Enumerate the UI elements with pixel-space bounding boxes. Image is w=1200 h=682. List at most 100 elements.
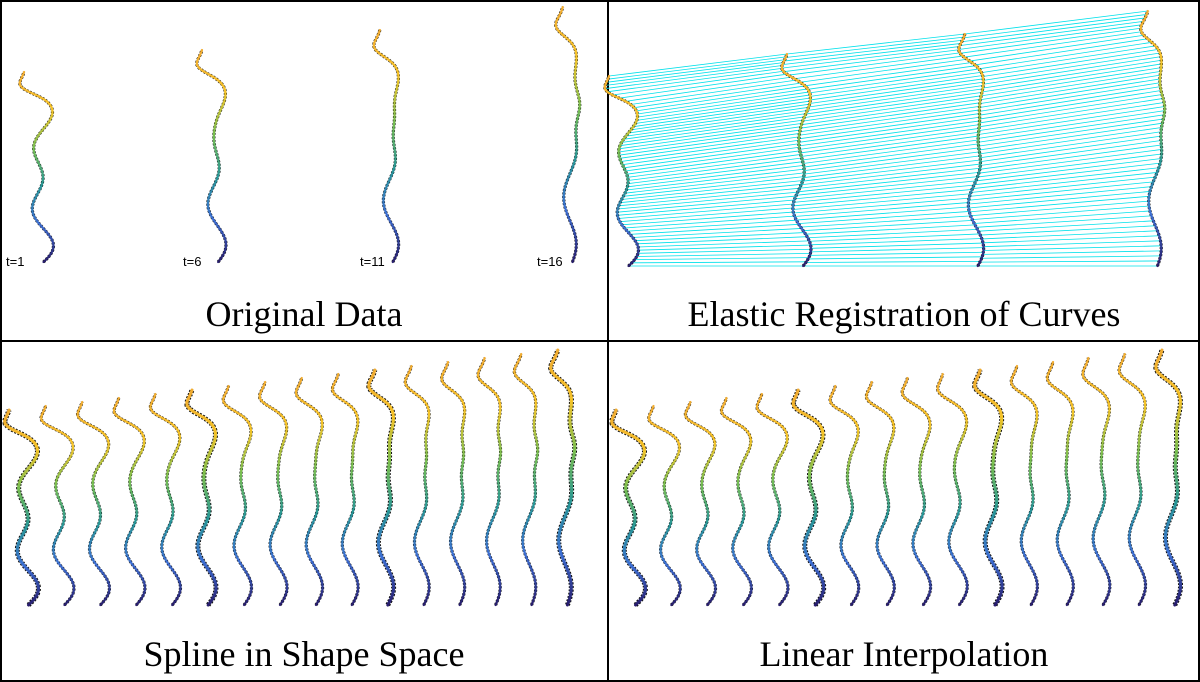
curve-segment bbox=[409, 364, 413, 371]
match-line bbox=[809, 78, 984, 104]
match-line bbox=[980, 140, 1162, 166]
match-line bbox=[808, 81, 984, 108]
match-line bbox=[980, 131, 1162, 159]
match-line bbox=[606, 59, 785, 83]
curve-segment bbox=[377, 28, 381, 35]
match-line bbox=[805, 261, 981, 263]
match-line bbox=[801, 163, 981, 186]
match-line bbox=[983, 52, 1161, 81]
match-line bbox=[799, 124, 980, 150]
curve-segment bbox=[482, 356, 486, 363]
match-line bbox=[805, 88, 983, 115]
match-line bbox=[968, 191, 1151, 209]
match-line bbox=[632, 228, 802, 238]
match-line bbox=[630, 103, 810, 131]
panel-title: Spline in Shape Space bbox=[144, 634, 465, 674]
match-line bbox=[804, 62, 972, 87]
match-line bbox=[796, 176, 978, 196]
match-line bbox=[788, 52, 960, 76]
match-line bbox=[636, 94, 811, 121]
match-line bbox=[981, 255, 1161, 259]
panel-title: Linear Interpolation bbox=[760, 634, 1049, 674]
curve-segment bbox=[606, 74, 611, 80]
match-line bbox=[798, 113, 980, 140]
match-line bbox=[637, 88, 808, 115]
match-line bbox=[961, 17, 1146, 43]
match-line bbox=[983, 240, 1161, 248]
match-line bbox=[618, 129, 801, 156]
match-line bbox=[807, 65, 977, 90]
match-line bbox=[617, 199, 795, 216]
curve-segment bbox=[153, 392, 157, 399]
match-line bbox=[785, 36, 964, 58]
match-line bbox=[969, 195, 1150, 213]
match-line bbox=[979, 41, 1152, 70]
match-line bbox=[970, 172, 1158, 193]
curve-segment bbox=[905, 376, 909, 383]
match-line bbox=[794, 202, 969, 217]
match-line bbox=[808, 256, 983, 260]
match-line bbox=[978, 220, 1154, 232]
match-line bbox=[979, 127, 1162, 155]
curve-segment bbox=[226, 384, 230, 391]
match-line bbox=[637, 248, 812, 254]
match-line bbox=[624, 215, 795, 229]
match-line bbox=[801, 98, 981, 126]
match-line bbox=[609, 53, 788, 77]
match-line bbox=[625, 76, 792, 102]
match-line bbox=[982, 49, 1159, 77]
curve-segment bbox=[962, 32, 966, 39]
match-line bbox=[969, 34, 1144, 62]
match-line bbox=[627, 219, 797, 232]
curve-segment bbox=[784, 52, 789, 59]
match-line bbox=[979, 260, 1160, 263]
match-line bbox=[638, 244, 811, 251]
match-line bbox=[974, 210, 1151, 224]
match-line bbox=[804, 147, 979, 171]
match-line bbox=[968, 181, 1154, 201]
curve-segment bbox=[21, 70, 26, 76]
match-line bbox=[979, 94, 1163, 124]
curve-segment bbox=[189, 388, 194, 395]
match-line bbox=[809, 251, 984, 256]
match-line bbox=[619, 119, 804, 147]
match-line bbox=[981, 67, 1162, 97]
match-line bbox=[638, 240, 810, 248]
curve-segment bbox=[372, 368, 377, 375]
match-line bbox=[980, 70, 1161, 101]
time-label: t=1 bbox=[6, 254, 24, 269]
time-label: t=11 bbox=[360, 254, 385, 269]
match-line bbox=[974, 38, 1148, 66]
curve-segment bbox=[688, 400, 692, 406]
match-line bbox=[976, 215, 1152, 228]
match-line bbox=[627, 154, 801, 178]
match-line bbox=[977, 153, 1162, 178]
match-line bbox=[617, 191, 798, 210]
match-line bbox=[623, 113, 806, 140]
time-label: t=16 bbox=[537, 254, 563, 269]
curve-segment bbox=[833, 384, 837, 391]
match-line bbox=[980, 225, 1156, 236]
match-line bbox=[618, 122, 802, 150]
match-line bbox=[810, 238, 982, 246]
match-line bbox=[981, 45, 1156, 74]
match-line bbox=[623, 143, 799, 169]
curve-segment bbox=[518, 352, 523, 359]
match-line bbox=[978, 149, 1162, 174]
curve-segment bbox=[1122, 352, 1126, 359]
panel-title: Elastic Registration of Curves bbox=[688, 294, 1121, 334]
match-line bbox=[621, 116, 805, 143]
match-line bbox=[799, 120, 980, 147]
match-line bbox=[800, 128, 980, 154]
curve-segment bbox=[43, 404, 47, 410]
match-line bbox=[809, 233, 980, 242]
match-line bbox=[803, 219, 973, 232]
match-line bbox=[800, 215, 971, 228]
match-line bbox=[799, 167, 981, 189]
match-line bbox=[636, 236, 808, 245]
match-line bbox=[979, 90, 1162, 120]
match-line bbox=[621, 211, 794, 226]
match-line bbox=[631, 261, 807, 264]
curve-segment bbox=[940, 372, 944, 379]
